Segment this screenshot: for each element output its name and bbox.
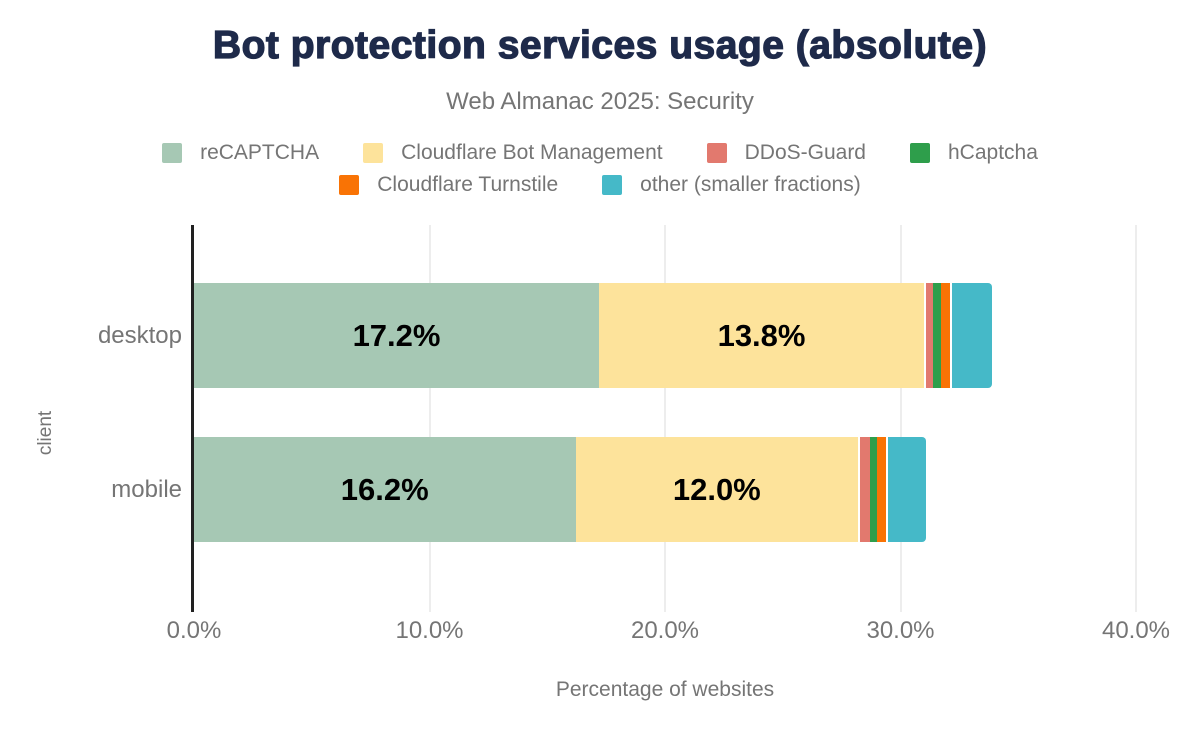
y-category-label: desktop [97,321,182,349]
bar-segment-recaptcha[interactable] [194,283,600,388]
legend-item-cloudflare-bot-management: Cloudflare Bot Management [363,141,663,165]
legend-swatch-icon [602,175,623,195]
legend-label: DDoS-Guard [744,141,866,164]
x-tick-label: 20.0% [630,617,700,644]
bar-segment-ddos-guard[interactable] [860,437,870,542]
y-axis-line [191,225,194,612]
gridline [428,225,431,612]
legend-label: other (smaller fractions) [640,173,861,196]
chart-subtitle: Web Almanac 2025: Security [446,88,754,115]
bar-segment-cloudflare-turnstile[interactable] [940,283,950,388]
legend-swatch-icon [910,143,930,163]
legend-label: hCaptcha [948,141,1038,164]
legend-item-cloudflare-turnstile: Cloudflare Turnstile [339,173,558,197]
legend-swatch-icon [706,143,727,163]
legend-swatch-icon [162,143,183,163]
bar-value-label: 17.2% [352,317,441,353]
legend-label: Cloudflare Bot Management [401,141,663,164]
x-tick-label: 10.0% [395,617,464,644]
bar-segment-ddos-guard[interactable] [926,283,934,388]
x-tick-label: 0.0% [166,617,222,644]
gridline [899,225,902,612]
legend-item-other-smaller-fractions: other (smaller fractions) [602,173,861,197]
legend-label: reCAPTCHA [200,141,320,164]
bar-value-label: 12.0% [672,471,761,507]
legend: reCAPTCHA Cloudflare Bot Management DDoS-G… [0,141,1200,197]
bar-segment-other-smaller-fractions[interactable] [888,437,927,542]
legend-item-recaptcha: reCAPTCHA [162,141,319,165]
bar-segment-cloudflare-bot-management[interactable] [599,283,925,388]
bar-segment-cloudflare-bot-management[interactable] [575,437,859,542]
bar-segment-hcaptcha[interactable] [933,283,941,388]
legend-item-ddos-guard: DDoS-Guard [706,141,866,165]
x-axis-title: Percentage of websites [555,678,775,701]
x-tick-label: 40.0% [1101,617,1171,644]
y-category-label: mobile [111,475,182,503]
legend-label: Cloudflare Turnstile [377,173,559,196]
bar-segment-cloudflare-turnstile[interactable] [876,437,887,542]
bar-value-label: 16.2% [340,471,429,507]
legend-item-hcaptcha: hCaptcha [910,141,1038,165]
legend-row: reCAPTCHA Cloudflare Bot Management DDoS-G… [162,141,1038,165]
legend-swatch-icon [339,175,360,195]
bar-segment-other-smaller-fractions[interactable] [951,283,993,388]
bar-segment-recaptcha[interactable] [194,437,576,542]
bar-segment-hcaptcha[interactable] [869,437,877,542]
gridline [1135,225,1137,612]
x-tick-label: 30.0% [866,617,935,644]
legend-row: Cloudflare Turnstile other (smaller fract… [339,173,861,197]
gridline [664,225,666,612]
chart-title: Bot protection services usage (absolute) [212,23,988,67]
legend-swatch-icon [363,143,384,163]
y-axis-title: client [35,410,56,456]
bar-value-label: 13.8% [717,317,806,353]
